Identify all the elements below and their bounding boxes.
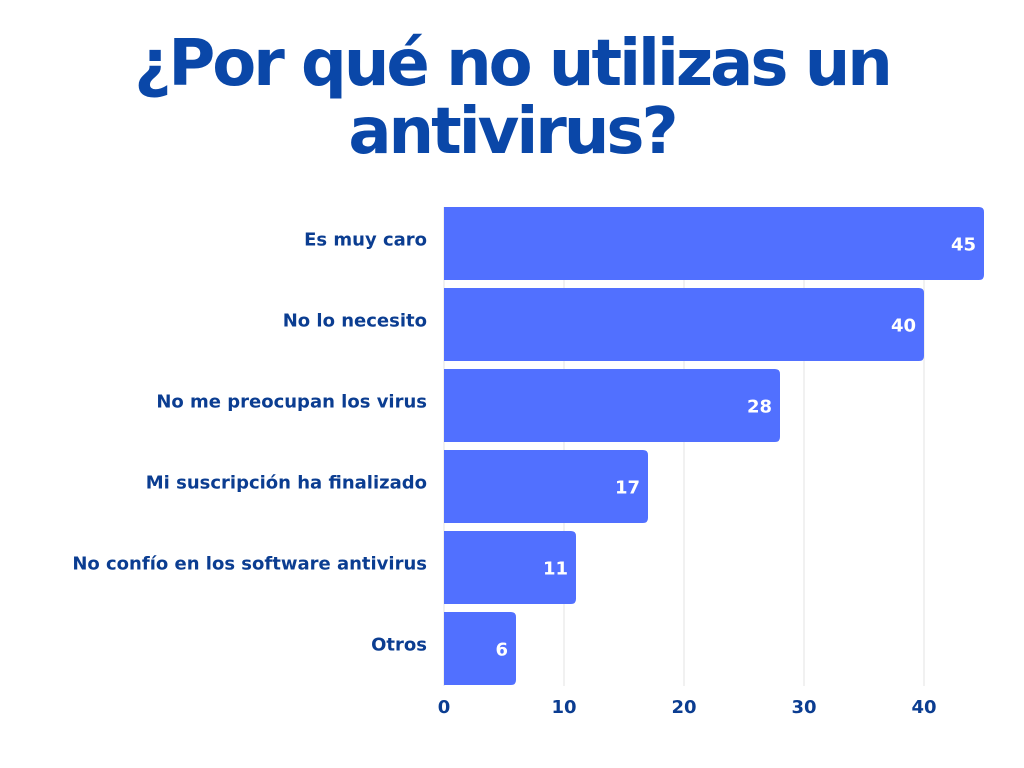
bar [444, 450, 648, 523]
category-label: No lo necesito [283, 311, 427, 332]
x-tick-label: 30 [791, 697, 816, 718]
data-label: 6 [495, 640, 508, 661]
data-label: 28 [747, 397, 772, 418]
bar [444, 531, 576, 604]
bar [444, 612, 516, 685]
data-label: 40 [891, 316, 916, 337]
bar [444, 288, 924, 361]
x-tick-label: 40 [911, 697, 936, 718]
chart-title: ¿Por qué no utilizas un antivirus? [134, 27, 893, 169]
category-label: No me preocupan los virus [156, 392, 427, 413]
x-tick-label: 0 [438, 697, 451, 718]
category-label: No confío en los software antivirus [72, 554, 427, 575]
data-label: 11 [543, 559, 568, 580]
bar [444, 207, 984, 280]
bar [444, 369, 780, 442]
category-label: Otros [371, 635, 427, 656]
data-label: 45 [951, 235, 976, 256]
category-label: Mi suscripción ha finalizado [146, 473, 427, 494]
x-tick-label: 10 [551, 697, 576, 718]
data-label: 17 [615, 478, 640, 499]
category-label: Es muy caro [304, 230, 427, 251]
x-tick-label: 20 [671, 697, 696, 718]
